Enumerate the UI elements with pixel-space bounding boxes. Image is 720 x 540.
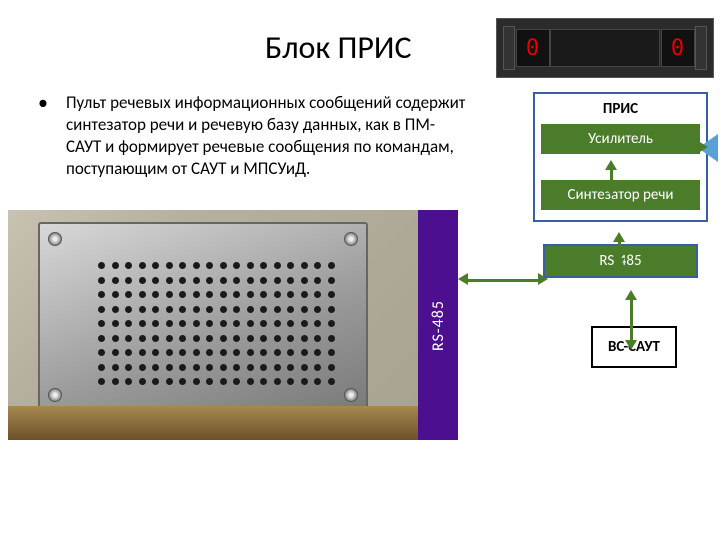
- arrow-rs485-bc: [630, 298, 633, 342]
- panel-strip: [695, 26, 707, 70]
- pris-label: ПРИС: [541, 100, 700, 118]
- arrow-amp-synth: [610, 168, 613, 188]
- seven-seg-left: 0: [516, 29, 550, 67]
- synth-box: Синтезатор речи: [541, 180, 700, 210]
- seven-seg-right: 0: [661, 29, 695, 67]
- bullet-text: Пульт речевых информационных сообщений с…: [66, 92, 468, 180]
- bullet-block: • Пульт речевых информационных сообщений…: [38, 92, 468, 180]
- mounting-rail: [8, 406, 418, 440]
- screw-icon: [344, 388, 358, 402]
- title-row: Блок ПРИС 0 0: [0, 18, 720, 80]
- rs485-bus-label: RS-485: [429, 300, 448, 351]
- arrowhead-icon: [458, 273, 468, 285]
- arrowhead-icon: [625, 340, 637, 350]
- arrowhead-icon: [605, 160, 617, 170]
- arrowhead-icon: [605, 186, 617, 196]
- device-panel-photo: 0 0: [496, 18, 714, 78]
- speaker-grille: [98, 262, 338, 390]
- device-photo: [8, 210, 418, 440]
- bullet-marker: •: [38, 92, 48, 180]
- arrow-synth-rs485: [618, 240, 621, 260]
- screw-icon: [48, 232, 62, 246]
- block-diagram: ПРИС Усилитель Синтезатор речи RS-485 ВС…: [533, 92, 708, 368]
- arrow-rs485-bus: [468, 279, 540, 282]
- arrowhead-icon: [538, 273, 548, 285]
- amplifier-box: Усилитель: [541, 124, 700, 154]
- panel-strip: [503, 26, 515, 70]
- arrowhead-icon: [698, 141, 708, 153]
- screw-icon: [48, 388, 62, 402]
- metal-enclosure: [38, 222, 368, 412]
- page-title: Блок ПРИС: [265, 28, 412, 67]
- arrowhead-icon: [625, 290, 637, 300]
- pris-container: ПРИС Усилитель Синтезатор речи: [533, 92, 708, 222]
- arrowhead-icon: [613, 232, 625, 242]
- screw-icon: [344, 232, 358, 246]
- rs485-bus-bar: RS-485: [418, 210, 458, 440]
- arrowhead-icon: [613, 258, 625, 268]
- panel-center: [550, 29, 660, 67]
